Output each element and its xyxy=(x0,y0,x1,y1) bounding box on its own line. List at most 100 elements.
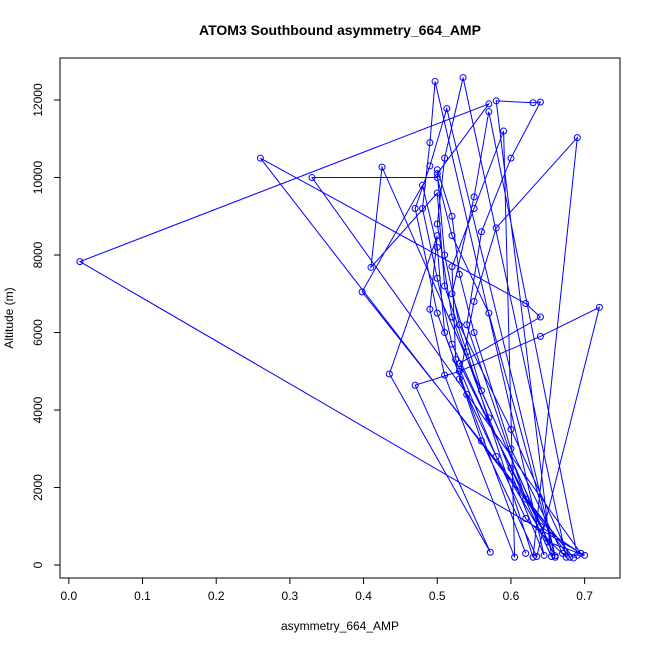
data-point xyxy=(448,212,456,220)
data-point xyxy=(433,232,441,240)
data-point xyxy=(448,232,456,240)
y-tick-label: 12000 xyxy=(31,83,45,117)
data-point xyxy=(378,163,386,171)
x-tick-label: 0.2 xyxy=(208,589,225,603)
data-point xyxy=(551,552,559,560)
data-point xyxy=(547,552,555,560)
data-point xyxy=(419,181,427,189)
data-point xyxy=(573,134,581,142)
data-point xyxy=(433,170,441,178)
y-tick-label: 0 xyxy=(31,561,45,568)
x-tick-label: 0.0 xyxy=(60,589,77,603)
y-axis-label: Altitude (m) xyxy=(2,287,16,348)
y-tick-label: 10000 xyxy=(31,161,45,195)
data-point xyxy=(544,538,552,546)
data-point xyxy=(470,329,478,337)
data-point xyxy=(522,495,530,503)
data-point xyxy=(411,381,419,389)
data-point xyxy=(426,139,434,147)
data-point xyxy=(570,554,578,562)
x-axis-label: asymmetry_664_AMP xyxy=(281,619,399,633)
y-tick-label: 6000 xyxy=(31,319,45,346)
data-point xyxy=(358,288,366,296)
data-point xyxy=(455,360,463,368)
data-point xyxy=(459,74,467,82)
data-point xyxy=(522,549,530,557)
y-tick-label: 8000 xyxy=(31,241,45,268)
data-point xyxy=(595,303,603,311)
data-point xyxy=(470,298,478,306)
data-point xyxy=(477,387,485,395)
data-point xyxy=(256,154,264,162)
data-point xyxy=(433,243,441,251)
y-tick-label: 4000 xyxy=(31,396,45,423)
data-point xyxy=(500,127,508,135)
data-point xyxy=(492,97,500,105)
data-line xyxy=(78,77,601,559)
data-point xyxy=(507,445,515,453)
data-point xyxy=(441,154,449,162)
data-point xyxy=(367,263,375,271)
data-point xyxy=(536,98,544,106)
data-point xyxy=(485,100,493,108)
data-point xyxy=(477,228,485,236)
data-point xyxy=(492,224,500,232)
data-point xyxy=(441,251,449,259)
x-tick-label: 0.5 xyxy=(429,589,446,603)
data-point xyxy=(455,270,463,278)
data-point xyxy=(448,340,456,348)
data-point xyxy=(76,258,84,266)
data-point xyxy=(455,321,463,329)
data-point xyxy=(522,515,530,523)
data-point xyxy=(411,205,419,213)
data-point xyxy=(433,309,441,317)
data-point xyxy=(522,299,530,307)
data-point xyxy=(419,205,427,213)
data-point xyxy=(536,332,544,340)
data-point xyxy=(431,77,439,85)
data-point xyxy=(536,313,544,321)
x-tick-label: 0.1 xyxy=(134,589,151,603)
x-tick-label: 0.4 xyxy=(355,589,372,603)
data-point xyxy=(559,549,567,557)
data-point xyxy=(452,356,460,364)
data-point xyxy=(463,348,471,356)
data-point xyxy=(470,205,478,213)
x-tick-label: 0.7 xyxy=(576,589,593,603)
data-point xyxy=(577,549,585,557)
data-point xyxy=(566,553,574,561)
data-point xyxy=(433,220,441,228)
data-point xyxy=(507,154,515,162)
data-point xyxy=(433,189,441,197)
data-point xyxy=(433,174,441,182)
data-point xyxy=(529,553,537,561)
data-point xyxy=(562,553,570,561)
data-point xyxy=(308,174,316,182)
data-point xyxy=(455,375,463,383)
data-point xyxy=(536,522,544,530)
data-point xyxy=(507,464,515,472)
data-point xyxy=(492,453,500,461)
data-point xyxy=(443,105,451,113)
data-point xyxy=(433,274,441,282)
data-point xyxy=(485,309,493,317)
data-point xyxy=(581,551,589,559)
data-point xyxy=(486,548,494,556)
data-point xyxy=(441,282,449,290)
data-point xyxy=(448,263,456,271)
data-point xyxy=(507,425,515,433)
x-tick-label: 0.3 xyxy=(282,589,299,603)
data-point xyxy=(463,321,471,329)
data-point xyxy=(540,551,548,559)
data-point xyxy=(441,371,449,379)
data-point xyxy=(426,162,434,170)
chart-title: ATOM3 Southbound asymmetry_664_AMP xyxy=(199,22,481,38)
data-point xyxy=(433,166,441,174)
data-point xyxy=(485,414,493,422)
x-tick-label: 0.6 xyxy=(503,589,520,603)
y-tick-label: 2000 xyxy=(31,474,45,501)
data-point xyxy=(477,437,485,445)
data-point xyxy=(511,553,519,561)
